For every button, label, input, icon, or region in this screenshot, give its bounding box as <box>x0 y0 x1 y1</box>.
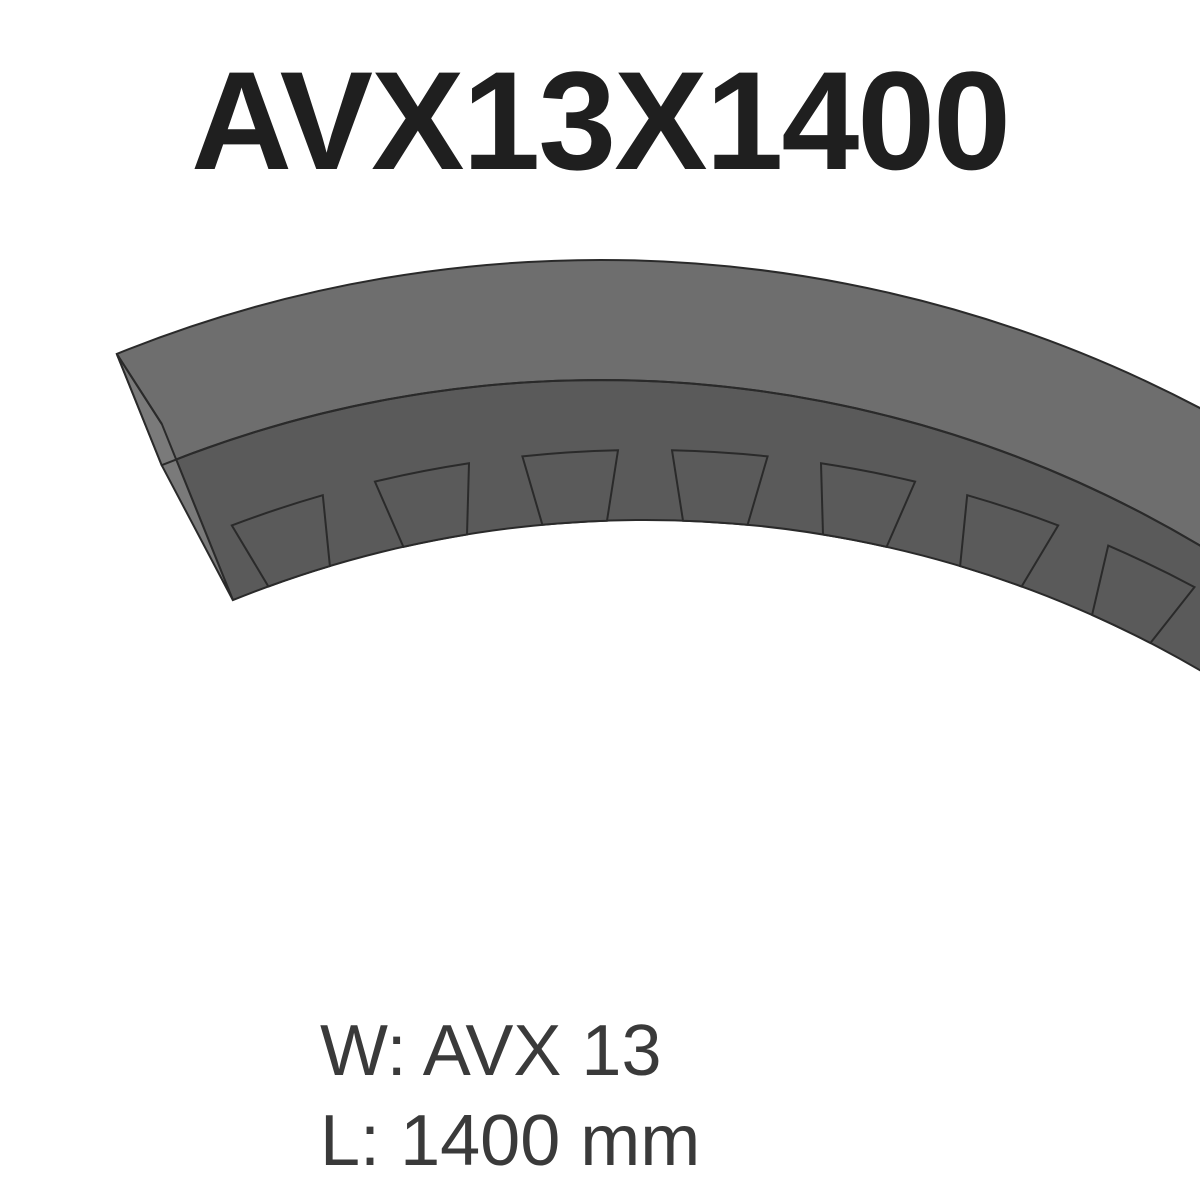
spec-width: W: AVX 13 <box>320 1010 662 1092</box>
spec-width-label: W: <box>320 1011 407 1091</box>
spec-length: L: 1400 mm <box>320 1100 700 1182</box>
figure-canvas: AVX13X1400 w W: AVX 13 L: 1400 mm <box>0 0 1200 1200</box>
spec-width-value: AVX 13 <box>423 1011 662 1091</box>
spec-length-value: 1400 mm <box>400 1101 700 1181</box>
spec-length-label: L: <box>320 1101 380 1181</box>
